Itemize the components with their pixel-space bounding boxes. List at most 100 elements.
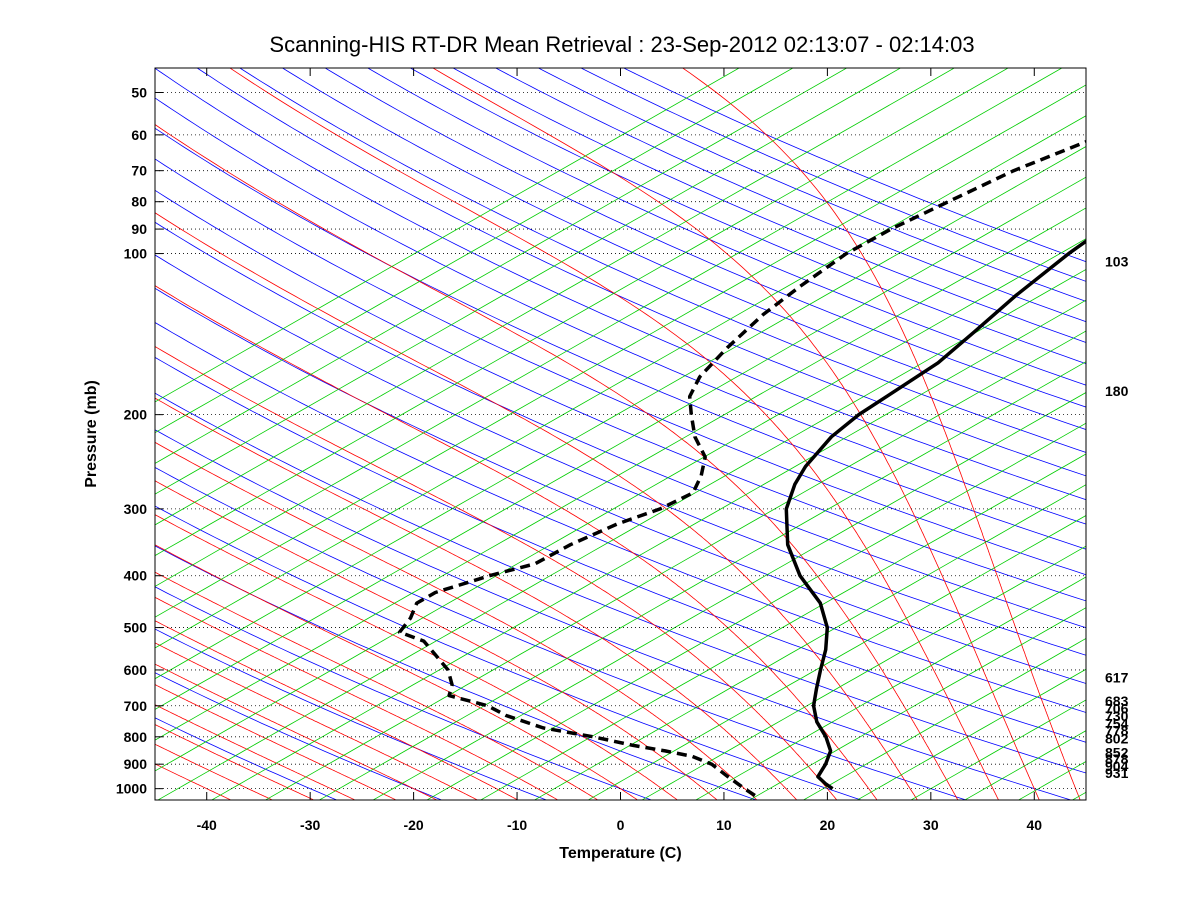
dry-adiabat — [622, 68, 1086, 263]
y-tick-label: 600 — [124, 662, 148, 678]
right-level-label: 683 — [1105, 693, 1129, 709]
moist-adiabat — [155, 724, 315, 800]
y-tick-label: 1000 — [116, 781, 147, 797]
mixing-ratio-line — [1176, 41, 1200, 803]
y-tick-label: 80 — [131, 194, 147, 210]
dry-adiabat — [155, 322, 1086, 713]
right-level-label: 878 — [1105, 751, 1129, 767]
mixing-ratio-line — [264, 330, 1086, 800]
mixing-ratio-line — [1017, 761, 1086, 800]
chart-title: Scanning-HIS RT-DR Mean Retrieval : 23-S… — [269, 32, 974, 57]
moist-adiabat — [155, 441, 758, 800]
y-tick-label: 700 — [124, 698, 148, 714]
x-tick-label: 0 — [617, 817, 625, 833]
x-tick-label: 40 — [1026, 817, 1042, 833]
dry-adiabat — [409, 68, 1086, 365]
right-level-label: 754 — [1105, 715, 1129, 731]
x-tick-label: -40 — [197, 817, 217, 833]
dry-adiabat — [155, 392, 1086, 774]
y-tick-label: 300 — [124, 501, 148, 517]
x-tick-label: 10 — [716, 817, 732, 833]
y-axis-label: Pressure (mb) — [83, 380, 100, 488]
mixing-ratio-line — [155, 176, 1086, 710]
moist-adiabat — [155, 642, 479, 800]
dry-adiabat — [452, 68, 1086, 343]
moist-adiabat — [155, 124, 959, 800]
y-tick-label: 50 — [131, 84, 147, 100]
dry-adiabat — [239, 68, 1086, 453]
mixing-ratio-line — [587, 515, 1086, 800]
dry-adiabat — [494, 68, 1086, 323]
mixing-ratio-line — [910, 699, 1086, 800]
mixing-ratio-line — [155, 68, 956, 526]
mixing-ratio-line — [479, 453, 1086, 800]
dry-adiabat — [155, 287, 1086, 684]
moist-adiabat — [155, 663, 438, 800]
right-level-label: 730 — [1105, 708, 1129, 724]
mixing-ratio-line — [155, 68, 1063, 587]
moist-adiabat — [155, 620, 519, 800]
y-tick-label: 800 — [124, 729, 148, 745]
sounding-series — [397, 139, 1086, 797]
x-axis-ticks: -40 -30 -20 -10 0 10 20 30 40 — [197, 68, 1042, 833]
y-tick-label: 60 — [131, 127, 147, 143]
moist-adiabat — [155, 571, 599, 800]
right-level-label: 706 — [1105, 700, 1129, 716]
x-tick-label: -10 — [507, 817, 527, 833]
dry-adiabat — [155, 189, 1086, 602]
mixing-ratio-line — [641, 545, 1086, 800]
dry-adiabat — [155, 254, 1086, 656]
mixing-ratio-line — [695, 576, 1086, 800]
x-tick-label: -20 — [403, 817, 423, 833]
y-axis-ticks: 1000 900 800 700 600 500 400 300 200 100 90 80 70 60 5… — [116, 84, 163, 797]
mixing-ratio-line — [963, 730, 1086, 800]
right-level-label: 778 — [1105, 723, 1129, 739]
mixing-ratio-line — [748, 607, 1086, 800]
moist-adiabat — [229, 68, 999, 800]
right-level-label: 852 — [1105, 744, 1129, 760]
dry-adiabat — [155, 127, 1086, 550]
x-tick-label: -30 — [300, 817, 320, 833]
y-tick-label: 400 — [124, 568, 148, 584]
moist-adiabat — [155, 346, 838, 800]
moist-adiabat — [432, 68, 1040, 800]
dry-adiabat — [537, 68, 1086, 302]
mixing-ratio-line — [157, 269, 1086, 800]
mixing-ratio-line — [426, 422, 1086, 800]
mixing-ratio-line — [802, 638, 1086, 800]
dry-adiabat — [155, 466, 968, 800]
mixing-ratio-line — [1071, 791, 1086, 800]
moist-adiabat — [155, 480, 718, 800]
x-tick-label: 30 — [923, 817, 939, 833]
y-tick-label: 100 — [124, 246, 148, 262]
mixing-ratio-line — [155, 207, 1086, 741]
moist-adiabat — [155, 544, 639, 800]
mixing-ratio-line — [155, 68, 848, 464]
dry-adiabat — [155, 221, 1086, 629]
mixing-ratio-line — [155, 68, 902, 495]
x-axis-label: Temperature (C) — [559, 845, 681, 862]
dry-adiabat — [155, 505, 863, 800]
mixing-ratio-line — [155, 84, 1086, 618]
y-tick-label: 90 — [131, 221, 147, 237]
mixing-ratio-line — [856, 668, 1086, 800]
dry-adiabat — [155, 672, 443, 800]
mixing-ratio-line — [155, 115, 1086, 649]
mixing-ratio-line — [155, 238, 1086, 772]
mixing-ratio-line — [533, 484, 1086, 800]
moist-adiabat — [155, 684, 398, 800]
y-tick-label: 200 — [124, 407, 148, 423]
temperature-profile — [784, 239, 1086, 791]
y-tick-label: 70 — [131, 163, 147, 179]
moist-adiabat — [155, 514, 679, 800]
mixing-ratio-line — [155, 68, 794, 434]
mixing-ratio-line — [155, 68, 740, 403]
mixing-ratio-line — [318, 361, 1086, 800]
moist-adiabat — [155, 743, 274, 800]
x-tick-label: 20 — [820, 817, 836, 833]
y-tick-label: 900 — [124, 756, 148, 772]
mixing-ratio-line — [1122, 41, 1200, 803]
dewpoint-profile — [397, 139, 1086, 797]
